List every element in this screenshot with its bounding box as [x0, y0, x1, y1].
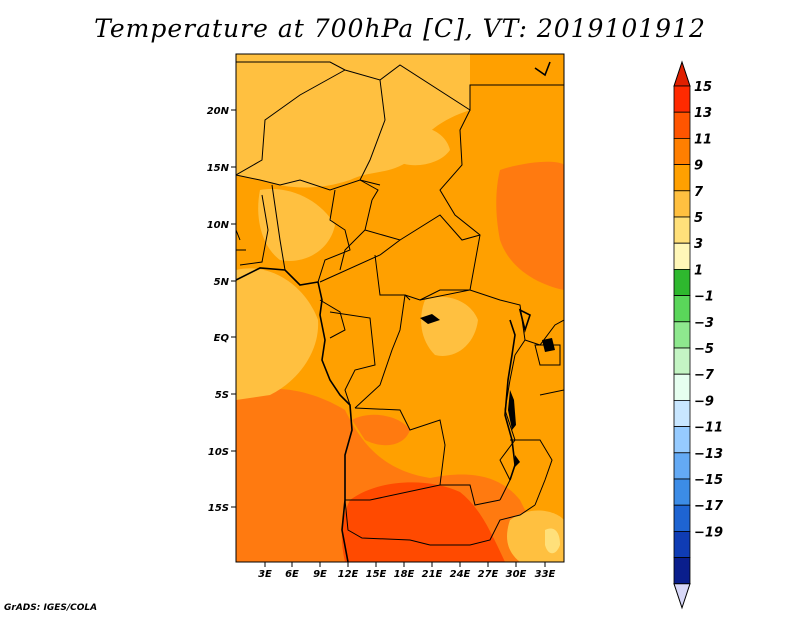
latitude-axis: 20N 15N 10N 5N EQ 5S 10S 15S — [207, 106, 236, 514]
colorbar-label: −3 — [694, 316, 714, 331]
mild-region-gulf — [236, 268, 319, 400]
lat-label: 15N — [207, 163, 230, 174]
grads-credit: GrADS: IGES/COLA — [4, 603, 98, 613]
colorbar-label: −17 — [694, 499, 724, 514]
lon-label: 9E — [313, 569, 327, 580]
colorbar-label: −9 — [694, 394, 714, 409]
colorbar-swatch — [673, 190, 691, 218]
colorbar-swatch — [673, 426, 691, 454]
warm-region-east — [496, 161, 564, 290]
colorbar-swatch — [673, 531, 691, 559]
lat-label: 10N — [207, 220, 230, 231]
lon-label: 24E — [450, 569, 471, 580]
map-title: Temperature at 700hPa [C], VT: 201910191… — [94, 14, 706, 43]
colorbar-swatch — [673, 295, 691, 323]
lon-label: 6E — [285, 569, 299, 580]
colorbar-label: 7 — [694, 185, 704, 200]
colorbar-label: 3 — [694, 237, 703, 252]
lat-label: EQ — [214, 333, 230, 344]
colorbar-label: 13 — [694, 106, 712, 121]
colorbar-label: −7 — [694, 368, 715, 383]
lat-label: 5S — [215, 390, 229, 401]
colorbar-label: 15 — [694, 80, 712, 95]
lat-label: 10S — [208, 447, 229, 458]
colorbar-label: −5 — [694, 342, 714, 357]
colorbar-swatch — [673, 216, 691, 244]
country-borders — [236, 61, 564, 546]
lon-label: 30E — [506, 569, 527, 580]
lat-label: 20N — [207, 106, 230, 117]
lon-label: 15E — [366, 569, 387, 580]
colorbar-bottom-arrow — [673, 583, 691, 610]
colorbar: 15 13 11 9 7 5 3 1 −1 −3 −5 −7 −9 −11 −13 −15 −17 −19 — [673, 60, 724, 610]
colorbar-label: 5 — [694, 211, 703, 226]
mild-region-congo — [421, 296, 478, 356]
temperature-field — [236, 54, 564, 562]
lat-label: 5N — [214, 277, 230, 288]
mild-region-westafrica — [258, 189, 335, 261]
colorbar-top-arrow — [673, 60, 691, 87]
coastlines — [236, 61, 551, 562]
lon-label: 3E — [258, 569, 272, 580]
lon-label: 18E — [394, 569, 415, 580]
lakes — [420, 314, 555, 468]
colorbar-label: 11 — [694, 132, 712, 147]
hot-region-south — [341, 482, 505, 562]
colorbar-label: 9 — [694, 159, 703, 174]
colorbar-swatch — [673, 373, 691, 401]
cool-region-southeast — [545, 528, 560, 554]
colorbar-swatch — [673, 164, 691, 192]
warm-region-angola — [352, 414, 410, 446]
map-frame — [235, 53, 565, 563]
lon-label: 12E — [338, 569, 359, 580]
colorbar-swatch — [673, 557, 691, 585]
colorbar-label: −1 — [694, 290, 714, 305]
colorbar-swatch — [673, 452, 691, 480]
colorbar-swatch — [673, 504, 691, 532]
longitude-axis: 3E 6E 9E 12E 15E 18E 21E 24E 27E 30E 33E — [258, 562, 556, 580]
colorbar-swatch — [673, 478, 691, 506]
lon-label: 27E — [478, 569, 499, 580]
colorbar-swatch — [673, 321, 691, 349]
colorbar-label: 1 — [694, 263, 703, 278]
lon-label: 33E — [535, 569, 556, 580]
colorbar-label: −13 — [694, 447, 723, 462]
colorbar-label: −11 — [694, 421, 723, 436]
colorbar-swatch — [673, 137, 691, 165]
colorbar-swatch — [673, 242, 691, 270]
lon-label: 21E — [422, 569, 443, 580]
lat-label: 15S — [208, 503, 229, 514]
colorbar-swatch — [673, 111, 691, 139]
colorbar-swatch — [673, 85, 691, 113]
colorbar-swatch — [673, 399, 691, 427]
colorbar-label: −15 — [694, 473, 723, 488]
colorbar-label: −19 — [694, 525, 723, 540]
colorbar-swatch — [673, 347, 691, 375]
mild-region-sahara — [390, 126, 450, 166]
colorbar-swatch — [673, 268, 691, 296]
